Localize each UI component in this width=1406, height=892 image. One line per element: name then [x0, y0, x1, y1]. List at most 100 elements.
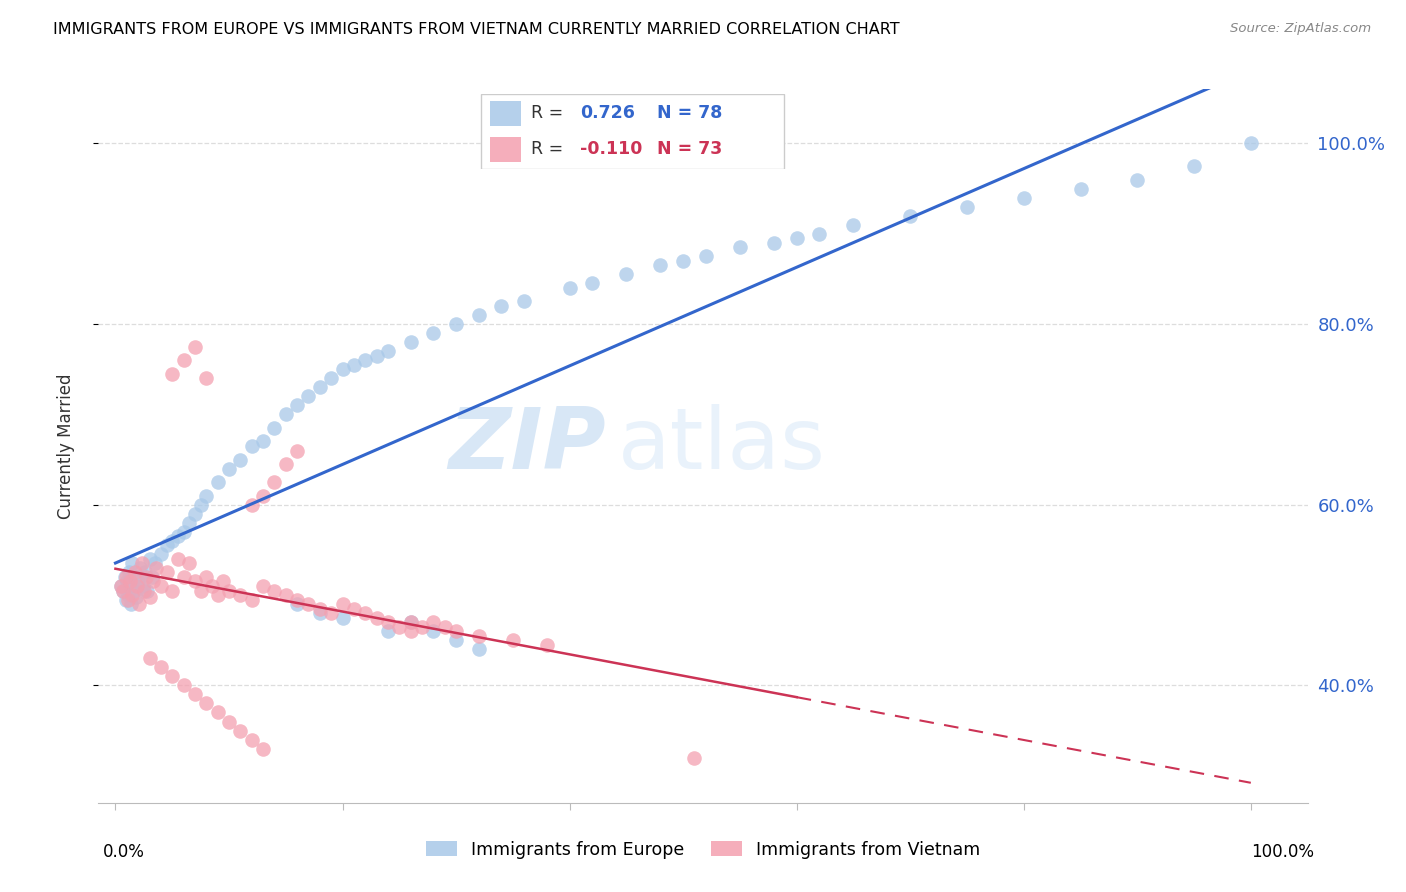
Point — [377, 344, 399, 359]
Point — [195, 570, 218, 584]
Point — [195, 697, 218, 711]
Point — [672, 253, 695, 268]
Point — [114, 570, 136, 584]
Point — [155, 538, 177, 552]
Point — [118, 566, 141, 580]
Point — [343, 358, 366, 372]
Point — [120, 597, 142, 611]
Point — [285, 443, 308, 458]
Text: ZIP: ZIP — [449, 404, 606, 488]
Point — [173, 353, 195, 368]
Point — [956, 200, 979, 214]
Point — [297, 597, 319, 611]
Point — [468, 308, 491, 322]
Point — [354, 606, 377, 620]
Point — [138, 552, 160, 566]
Point — [1182, 159, 1205, 173]
Point — [190, 583, 212, 598]
Point — [252, 489, 274, 503]
Point — [149, 548, 172, 562]
Point — [149, 660, 172, 674]
Point — [201, 579, 224, 593]
Point — [131, 579, 153, 593]
Point — [263, 583, 285, 598]
Point — [184, 507, 207, 521]
Point — [354, 353, 377, 368]
Point — [173, 678, 195, 692]
Text: N = 73: N = 73 — [658, 140, 723, 158]
Point — [117, 588, 139, 602]
Point — [212, 574, 235, 589]
Text: -0.110: -0.110 — [581, 140, 643, 158]
Point — [155, 566, 177, 580]
Point — [142, 574, 165, 589]
Point — [536, 638, 558, 652]
Point — [444, 624, 467, 639]
Point — [115, 574, 138, 589]
Point — [136, 583, 159, 598]
Point — [229, 723, 252, 738]
Text: R =: R = — [530, 104, 562, 122]
Point — [252, 434, 274, 449]
Point — [581, 277, 603, 291]
Text: 100.0%: 100.0% — [1251, 843, 1315, 861]
Point — [285, 592, 308, 607]
Point — [411, 620, 433, 634]
Point — [132, 583, 155, 598]
Point — [377, 615, 399, 629]
Legend: Immigrants from Europe, Immigrants from Vietnam: Immigrants from Europe, Immigrants from … — [419, 834, 987, 865]
Point — [229, 588, 252, 602]
Point — [184, 340, 207, 354]
Point — [252, 579, 274, 593]
Point — [127, 574, 149, 589]
Point — [125, 590, 148, 604]
Point — [786, 231, 808, 245]
Point — [141, 570, 163, 584]
Point — [399, 615, 422, 629]
FancyBboxPatch shape — [481, 95, 785, 169]
Point — [388, 620, 411, 634]
Point — [252, 741, 274, 756]
Point — [513, 294, 536, 309]
Point — [308, 601, 330, 615]
Point — [218, 583, 240, 598]
Point — [112, 583, 135, 598]
Text: Source: ZipAtlas.com: Source: ZipAtlas.com — [1230, 22, 1371, 36]
Point — [842, 218, 865, 232]
Point — [207, 475, 229, 490]
Point — [399, 615, 422, 629]
Point — [143, 557, 166, 571]
Point — [468, 629, 491, 643]
Point — [135, 570, 157, 584]
Point — [125, 579, 148, 593]
Point — [274, 408, 297, 422]
Point — [121, 557, 143, 571]
Point — [149, 579, 172, 593]
Point — [762, 235, 785, 250]
Point — [321, 606, 343, 620]
Point — [160, 367, 183, 381]
Point — [207, 706, 229, 720]
Point — [122, 583, 145, 598]
Point — [138, 590, 160, 604]
Text: 0.0%: 0.0% — [103, 843, 145, 861]
Point — [274, 588, 297, 602]
Point — [433, 620, 456, 634]
Point — [399, 624, 422, 639]
Text: 0.726: 0.726 — [581, 104, 636, 122]
Point — [285, 398, 308, 412]
Point — [114, 570, 136, 584]
Point — [207, 588, 229, 602]
Point — [366, 610, 388, 624]
FancyBboxPatch shape — [491, 136, 522, 161]
Point — [321, 371, 343, 385]
Text: N = 78: N = 78 — [658, 104, 723, 122]
Text: R =: R = — [530, 140, 562, 158]
Point — [167, 529, 190, 543]
Point — [134, 566, 156, 580]
Point — [124, 566, 146, 580]
Point — [332, 362, 354, 376]
Point — [131, 557, 153, 571]
Point — [468, 642, 491, 657]
Text: atlas: atlas — [619, 404, 827, 488]
